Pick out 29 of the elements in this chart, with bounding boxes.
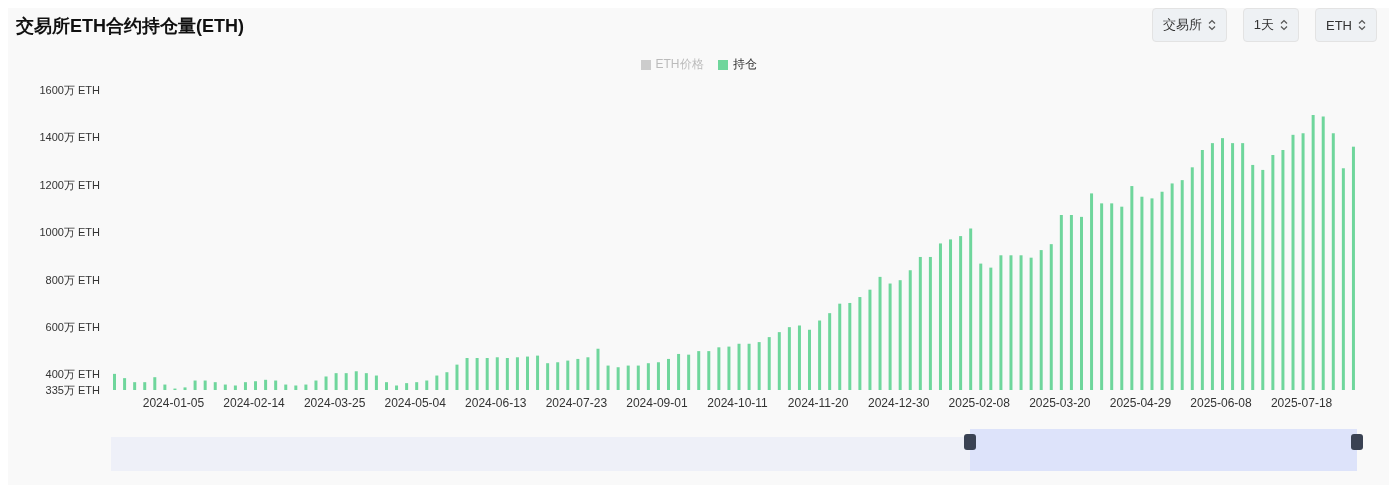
x-tick-label: 2024-06-13 — [465, 395, 527, 410]
text: 交易所 — [1151, 8, 1227, 42]
y-tick-label: 335万 ETH — [45, 383, 101, 396]
x-tick-label: 2025-02-08 — [948, 395, 1011, 410]
x-tick-label: 2025-06-08 — [1190, 395, 1253, 410]
x-tick-label: 2025-04-29 — [1109, 395, 1172, 410]
x-tick-label: 2024-07-23 — [545, 395, 608, 410]
y-tick-label: 800万 ETH — [45, 273, 101, 286]
x-tick-label: 2024-11-20 — [787, 395, 849, 410]
x-tick-label: 2024-05-04 — [384, 395, 447, 410]
x-tick-label: 2024-12-30 — [868, 395, 930, 410]
y-tick-label: 1200万 ETH — [39, 178, 101, 191]
x-tick-label: 2024-10-11 — [707, 395, 769, 410]
y-tick-label: 1600万 ETH — [39, 83, 101, 96]
y-tick-label: 1400万 ETH — [39, 131, 101, 144]
x-tick-label: 2024-09-01 — [626, 395, 688, 410]
x-tick-label: 2024-03-25 — [303, 395, 366, 410]
x-tick-label: 2025-07-18 — [1270, 395, 1333, 410]
text: 1天 — [1242, 8, 1299, 42]
x-tick-label: 2024-02-14 — [223, 395, 286, 410]
x-tick-label: 2024-01-05 — [142, 395, 205, 410]
legend-label: 持仓 — [731, 56, 757, 73]
y-tick-label: 400万 ETH — [45, 368, 101, 381]
x-tick-label: 2025-03-20 — [1029, 395, 1091, 410]
y-tick-label: 600万 ETH — [45, 321, 101, 334]
legend-label: ETH价格 — [654, 56, 704, 73]
text: ETH — [1315, 8, 1377, 42]
chart-title: 交易所ETH合约持仓量(ETH) — [16, 15, 244, 38]
y-tick-label: 1000万 ETH — [39, 226, 101, 239]
